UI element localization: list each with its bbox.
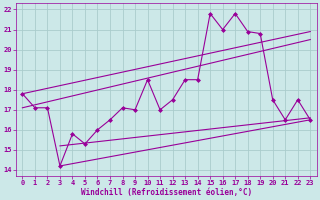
X-axis label: Windchill (Refroidissement éolien,°C): Windchill (Refroidissement éolien,°C) xyxy=(81,188,252,197)
